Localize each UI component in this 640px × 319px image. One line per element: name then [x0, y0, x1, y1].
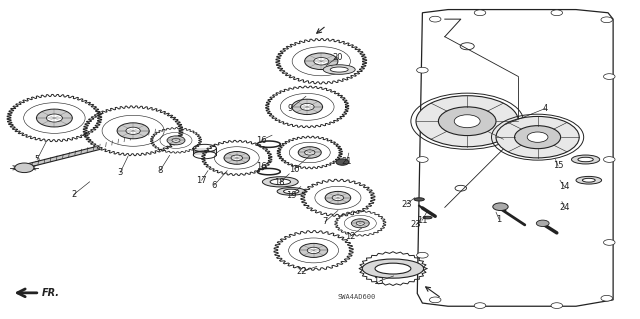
Text: 21: 21 [342, 157, 352, 166]
Ellipse shape [284, 189, 299, 194]
Circle shape [417, 67, 428, 73]
Polygon shape [266, 86, 349, 128]
Polygon shape [335, 211, 386, 236]
Circle shape [604, 240, 615, 245]
Text: 1: 1 [497, 215, 502, 224]
Circle shape [307, 247, 320, 254]
Circle shape [305, 53, 338, 70]
Circle shape [604, 74, 615, 79]
Circle shape [314, 57, 329, 65]
Text: 7: 7 [323, 217, 328, 226]
Polygon shape [301, 179, 375, 216]
Ellipse shape [572, 155, 600, 164]
Text: SWA4AD600: SWA4AD600 [338, 294, 376, 300]
Text: 20: 20 [332, 53, 342, 62]
Polygon shape [274, 231, 353, 270]
Text: 8: 8 [157, 166, 163, 175]
Text: 17: 17 [196, 176, 207, 185]
Circle shape [429, 297, 441, 303]
Circle shape [15, 163, 34, 173]
Circle shape [417, 252, 428, 258]
Ellipse shape [423, 216, 432, 219]
Circle shape [417, 157, 428, 162]
Polygon shape [202, 140, 272, 175]
Circle shape [601, 17, 612, 23]
Circle shape [438, 107, 496, 136]
Circle shape [332, 195, 344, 201]
Circle shape [474, 303, 486, 308]
Ellipse shape [582, 178, 595, 182]
Circle shape [351, 219, 369, 228]
Circle shape [474, 10, 486, 16]
Circle shape [46, 114, 63, 122]
Text: 22: 22 [297, 267, 307, 276]
Text: 6: 6 [212, 181, 217, 189]
Text: 23: 23 [411, 220, 421, 229]
Polygon shape [276, 39, 367, 84]
Circle shape [172, 138, 180, 142]
Text: 15: 15 [553, 161, 563, 170]
Text: FR.: FR. [42, 288, 60, 298]
Ellipse shape [576, 176, 602, 184]
Polygon shape [7, 94, 102, 142]
Text: 3: 3 [118, 168, 123, 177]
Polygon shape [277, 136, 342, 169]
Circle shape [551, 303, 563, 308]
Circle shape [325, 191, 351, 204]
Circle shape [300, 103, 314, 110]
Ellipse shape [277, 188, 305, 195]
Circle shape [167, 136, 185, 145]
Circle shape [493, 203, 508, 211]
Bar [193, 148, 216, 155]
Circle shape [429, 16, 441, 22]
Text: 2: 2 [71, 190, 76, 199]
Text: 19: 19 [286, 191, 296, 200]
Text: 11: 11 [417, 216, 428, 225]
Circle shape [604, 157, 615, 162]
Text: 16: 16 [256, 162, 266, 171]
Ellipse shape [414, 198, 424, 201]
Circle shape [356, 221, 364, 225]
Text: 5: 5 [35, 155, 40, 164]
Text: 9: 9 [288, 104, 293, 113]
Ellipse shape [323, 65, 355, 74]
Circle shape [454, 115, 480, 128]
Ellipse shape [330, 67, 348, 72]
Circle shape [601, 295, 612, 301]
Ellipse shape [375, 263, 411, 274]
Ellipse shape [578, 157, 593, 162]
Text: 23: 23 [401, 200, 412, 209]
Circle shape [496, 116, 579, 158]
Circle shape [551, 10, 563, 16]
Text: 18: 18 [275, 178, 285, 187]
Circle shape [336, 159, 349, 165]
Text: 4: 4 [543, 104, 548, 113]
Text: 12: 12 [346, 232, 356, 241]
Circle shape [292, 99, 323, 115]
Text: 24: 24 [559, 204, 570, 212]
Text: 10: 10 [289, 165, 300, 174]
Text: 16: 16 [256, 136, 266, 145]
Circle shape [36, 109, 72, 127]
Circle shape [231, 155, 243, 161]
Ellipse shape [362, 259, 424, 278]
Polygon shape [150, 128, 202, 153]
Circle shape [527, 132, 548, 142]
Circle shape [536, 220, 549, 226]
Circle shape [117, 123, 149, 139]
Ellipse shape [262, 177, 298, 187]
Polygon shape [83, 106, 183, 156]
Circle shape [298, 147, 321, 158]
Ellipse shape [270, 179, 291, 185]
Polygon shape [19, 131, 159, 170]
Circle shape [126, 127, 140, 134]
Circle shape [224, 152, 250, 164]
Text: 14: 14 [559, 182, 570, 191]
Circle shape [300, 243, 328, 257]
Circle shape [305, 150, 315, 155]
Circle shape [515, 126, 561, 149]
Text: 13: 13 [374, 277, 384, 286]
Circle shape [416, 96, 518, 147]
